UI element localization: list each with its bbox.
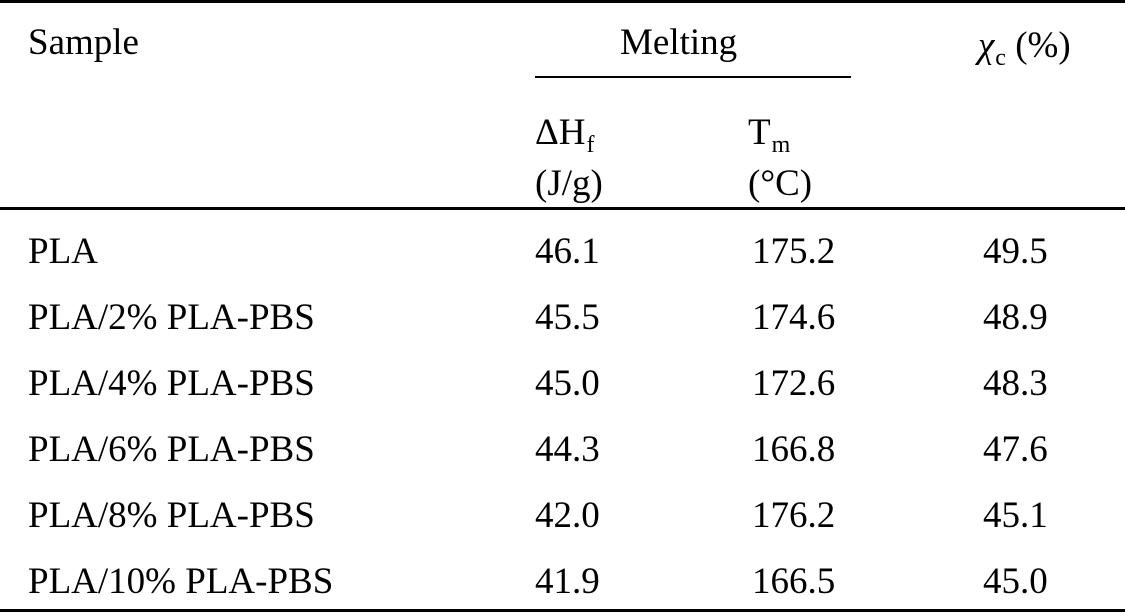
cell-enthalpy: 41.9 bbox=[535, 561, 600, 602]
dh-symbol: ΔH bbox=[535, 112, 586, 153]
header-rule bbox=[0, 207, 1125, 210]
header-enthalpy: ΔHf bbox=[535, 112, 595, 157]
cell-crystallinity: 45.0 bbox=[983, 561, 1048, 602]
cell-enthalpy: 45.5 bbox=[535, 297, 600, 338]
cell-sample: PLA/10% PLA-PBS bbox=[28, 561, 334, 602]
cell-melting-temp: 176.2 bbox=[752, 495, 836, 536]
cell-sample: PLA/2% PLA-PBS bbox=[28, 297, 315, 338]
header-melting-temp-unit: (°C) bbox=[748, 163, 813, 204]
header-melting-temp: Tm bbox=[748, 112, 790, 157]
chi-symbol: χ bbox=[978, 25, 995, 66]
cell-enthalpy: 44.3 bbox=[535, 429, 600, 470]
cell-melting-temp: 166.8 bbox=[752, 429, 836, 470]
melting-rule bbox=[535, 76, 851, 78]
cell-crystallinity: 47.6 bbox=[983, 429, 1048, 470]
cell-crystallinity: 45.1 bbox=[983, 495, 1048, 536]
cell-enthalpy: 46.1 bbox=[535, 231, 600, 272]
cell-melting-temp: 174.6 bbox=[752, 297, 836, 338]
cell-enthalpy: 42.0 bbox=[535, 495, 600, 536]
cell-enthalpy: 45.0 bbox=[535, 363, 600, 404]
cell-melting-temp: 166.5 bbox=[752, 561, 836, 602]
header-crystallinity: χc (%) bbox=[978, 25, 1071, 70]
tm-symbol: T bbox=[748, 112, 771, 153]
header-melting: Melting bbox=[620, 22, 738, 63]
header-sample: Sample bbox=[28, 22, 139, 63]
cell-sample: PLA/6% PLA-PBS bbox=[28, 429, 315, 470]
chi-subscript: c bbox=[995, 45, 1006, 71]
cell-sample: PLA/4% PLA-PBS bbox=[28, 363, 315, 404]
chi-unit: (%) bbox=[1015, 25, 1071, 66]
cell-crystallinity: 48.3 bbox=[983, 363, 1048, 404]
cell-melting-temp: 172.6 bbox=[752, 363, 836, 404]
header-enthalpy-unit: (J/g) bbox=[535, 163, 603, 204]
cell-crystallinity: 48.9 bbox=[983, 297, 1048, 338]
bottom-rule bbox=[0, 609, 1125, 612]
dh-subscript: f bbox=[586, 132, 595, 158]
top-rule bbox=[0, 0, 1125, 3]
tm-subscript: m bbox=[771, 132, 791, 158]
cell-sample: PLA bbox=[28, 231, 98, 272]
cell-crystallinity: 49.5 bbox=[983, 231, 1048, 272]
cell-melting-temp: 175.2 bbox=[752, 231, 836, 272]
cell-sample: PLA/8% PLA-PBS bbox=[28, 495, 315, 536]
